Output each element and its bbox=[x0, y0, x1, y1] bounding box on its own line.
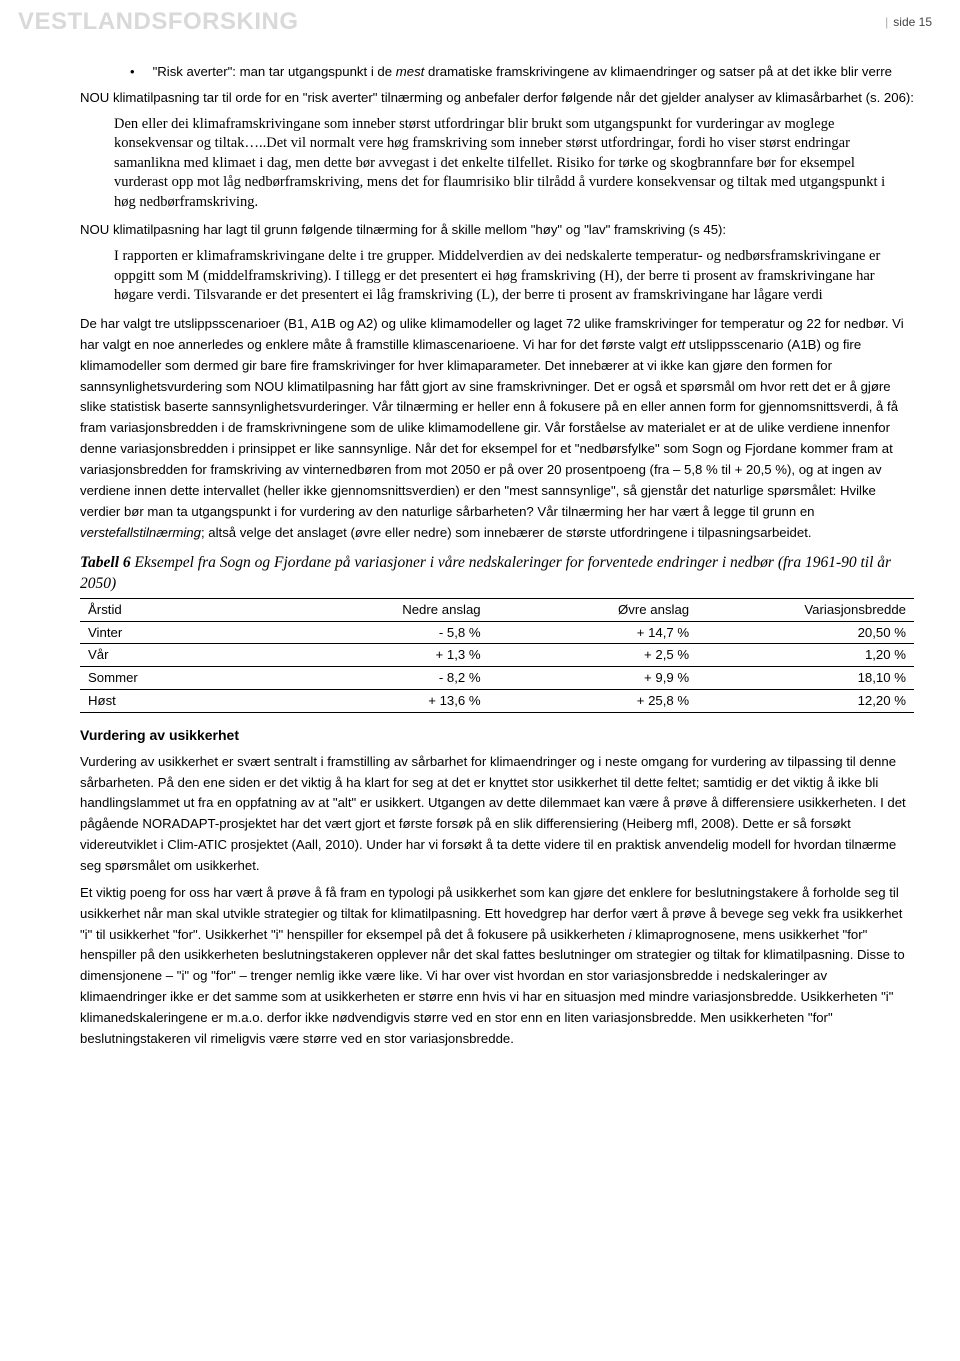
table-cell: + 1,3 % bbox=[272, 644, 489, 667]
table-header-row: Årstid Nedre anslag Øvre anslag Variasjo… bbox=[80, 598, 914, 621]
paragraph: NOU klimatilpasning tar til orde for en … bbox=[80, 88, 914, 109]
table-row: Vår+ 1,3 %+ 2,5 %1,20 % bbox=[80, 644, 914, 667]
table-cell: + 14,7 % bbox=[489, 621, 698, 644]
table-row: Høst+ 13,6 %+ 25,8 %12,20 % bbox=[80, 689, 914, 712]
bullet-marker: • bbox=[130, 62, 135, 82]
table-cell: Vår bbox=[80, 644, 272, 667]
bullet-item: • "Risk averter": man tar utgangspunkt i… bbox=[130, 62, 914, 82]
table-cell: - 8,2 % bbox=[272, 667, 489, 690]
page-header: VESTLANDSFORSKING |side 15 bbox=[0, 0, 960, 44]
section-heading: Vurdering av usikkerhet bbox=[80, 725, 914, 746]
table-header: Øvre anslag bbox=[489, 598, 698, 621]
table-cell: - 5,8 % bbox=[272, 621, 489, 644]
table-cell: 20,50 % bbox=[697, 621, 914, 644]
data-table: Årstid Nedre anslag Øvre anslag Variasjo… bbox=[80, 598, 914, 713]
bullet-text: "Risk averter": man tar utgangspunkt i d… bbox=[153, 62, 914, 82]
table-cell: Høst bbox=[80, 689, 272, 712]
table-cell: Sommer bbox=[80, 667, 272, 690]
logo: VESTLANDSFORSKING bbox=[18, 8, 299, 36]
table-cell: 12,20 % bbox=[697, 689, 914, 712]
quote-block: I rapporten er klimaframskrivingane delt… bbox=[114, 247, 904, 306]
table-cell: + 25,8 % bbox=[489, 689, 698, 712]
table-cell: 18,10 % bbox=[697, 667, 914, 690]
table-header: Variasjonsbredde bbox=[697, 598, 914, 621]
table-header: Nedre anslag bbox=[272, 598, 489, 621]
table-caption: Tabell 6 Eksempel fra Sogn og Fjordane p… bbox=[80, 553, 914, 593]
table-cell: + 2,5 % bbox=[489, 644, 698, 667]
paragraph: Vurdering av usikkerhet er svært sentral… bbox=[80, 752, 914, 877]
paragraph: NOU klimatilpasning har lagt til grunn f… bbox=[80, 220, 914, 241]
table-row: Vinter- 5,8 %+ 14,7 %20,50 % bbox=[80, 621, 914, 644]
page-number: |side 15 bbox=[885, 15, 932, 29]
table-cell: + 9,9 % bbox=[489, 667, 698, 690]
table-cell: 1,20 % bbox=[697, 644, 914, 667]
quote-block: Den eller dei klimaframskrivingane som i… bbox=[114, 115, 904, 213]
paragraph: De har valgt tre utslippsscenarioer (B1,… bbox=[80, 314, 914, 543]
table-header: Årstid bbox=[80, 598, 272, 621]
paragraph: Et viktig poeng for oss har vært å prøve… bbox=[80, 883, 914, 1050]
page-content: • "Risk averter": man tar utgangspunkt i… bbox=[80, 62, 914, 1056]
table-cell: Vinter bbox=[80, 621, 272, 644]
table-cell: + 13,6 % bbox=[272, 689, 489, 712]
table-row: Sommer- 8,2 %+ 9,9 %18,10 % bbox=[80, 667, 914, 690]
